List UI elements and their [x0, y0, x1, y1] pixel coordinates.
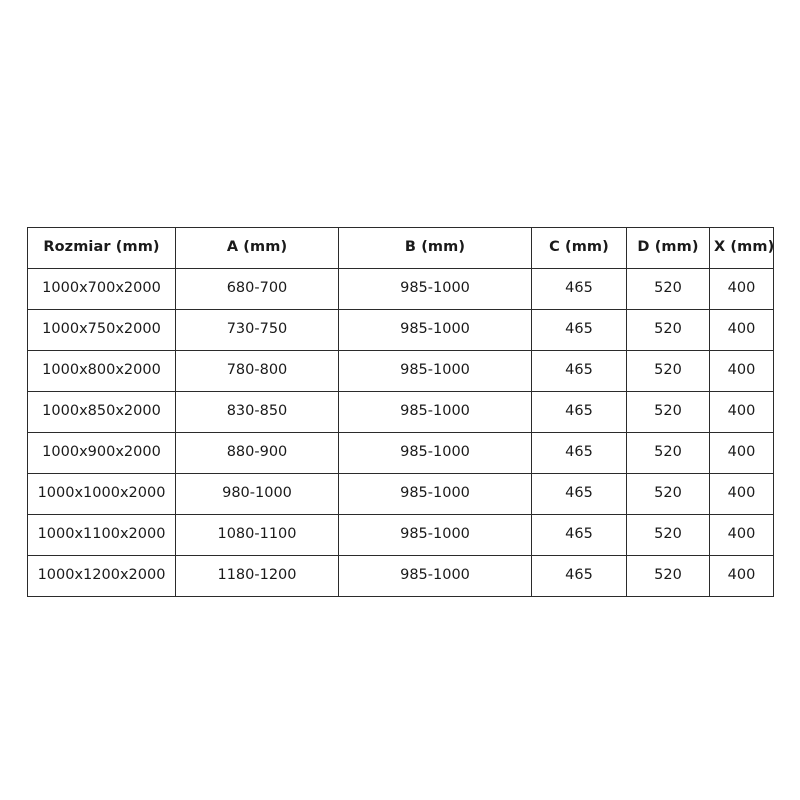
cell-b: 985-1000 — [338, 268, 532, 310]
table-row: 1000x900x2000 880-900 985-1000 465 520 4… — [27, 432, 774, 474]
cell-c: 465 — [531, 514, 627, 556]
cell-c: 465 — [531, 432, 627, 474]
table-body: 1000x700x2000 680-700 985-1000 465 520 4… — [27, 268, 774, 597]
table-header: Rozmiar (mm) A (mm) B (mm) C (mm) D (mm)… — [27, 227, 774, 269]
table-row: 1000x850x2000 830-850 985-1000 465 520 4… — [27, 391, 774, 433]
cell-b: 985-1000 — [338, 555, 532, 597]
cell-c: 465 — [531, 473, 627, 515]
cell-c: 465 — [531, 309, 627, 351]
cell-d: 520 — [626, 391, 710, 433]
cell-b: 985-1000 — [338, 391, 532, 433]
cell-c: 465 — [531, 555, 627, 597]
cell-a: 680-700 — [175, 268, 339, 310]
cell-x: 400 — [709, 514, 774, 556]
specification-table: Rozmiar (mm) A (mm) B (mm) C (mm) D (mm)… — [27, 227, 774, 597]
cell-size: 1000x1000x2000 — [27, 473, 176, 515]
table-row: 1000x800x2000 780-800 985-1000 465 520 4… — [27, 350, 774, 392]
cell-d: 520 — [626, 473, 710, 515]
cell-b: 985-1000 — [338, 350, 532, 392]
cell-x: 400 — [709, 268, 774, 310]
cell-a: 1080-1100 — [175, 514, 339, 556]
table-row: 1000x750x2000 730-750 985-1000 465 520 4… — [27, 309, 774, 351]
cell-a: 780-800 — [175, 350, 339, 392]
cell-c: 465 — [531, 391, 627, 433]
specification-table-container: Rozmiar (mm) A (mm) B (mm) C (mm) D (mm)… — [27, 227, 774, 597]
cell-d: 520 — [626, 514, 710, 556]
cell-size: 1000x800x2000 — [27, 350, 176, 392]
cell-a: 830-850 — [175, 391, 339, 433]
cell-size: 1000x700x2000 — [27, 268, 176, 310]
cell-c: 465 — [531, 350, 627, 392]
cell-size: 1000x750x2000 — [27, 309, 176, 351]
cell-b: 985-1000 — [338, 309, 532, 351]
cell-b: 985-1000 — [338, 514, 532, 556]
cell-c: 465 — [531, 268, 627, 310]
cell-size: 1000x1100x2000 — [27, 514, 176, 556]
table-row: 1000x1100x2000 1080-1100 985-1000 465 52… — [27, 514, 774, 556]
cell-x: 400 — [709, 432, 774, 474]
cell-d: 520 — [626, 555, 710, 597]
column-header-c: C (mm) — [531, 227, 627, 269]
cell-d: 520 — [626, 309, 710, 351]
cell-a: 730-750 — [175, 309, 339, 351]
column-header-x: X (mm) — [709, 227, 774, 269]
cell-a: 980-1000 — [175, 473, 339, 515]
cell-d: 520 — [626, 268, 710, 310]
cell-size: 1000x900x2000 — [27, 432, 176, 474]
cell-a: 880-900 — [175, 432, 339, 474]
column-header-b: B (mm) — [338, 227, 532, 269]
table-row: 1000x1200x2000 1180-1200 985-1000 465 52… — [27, 555, 774, 597]
cell-size: 1000x850x2000 — [27, 391, 176, 433]
cell-x: 400 — [709, 391, 774, 433]
column-header-d: D (mm) — [626, 227, 710, 269]
table-row: 1000x700x2000 680-700 985-1000 465 520 4… — [27, 268, 774, 310]
cell-x: 400 — [709, 309, 774, 351]
cell-a: 1180-1200 — [175, 555, 339, 597]
table-header-row: Rozmiar (mm) A (mm) B (mm) C (mm) D (mm)… — [27, 227, 774, 269]
column-header-a: A (mm) — [175, 227, 339, 269]
cell-size: 1000x1200x2000 — [27, 555, 176, 597]
cell-x: 400 — [709, 473, 774, 515]
cell-d: 520 — [626, 350, 710, 392]
cell-b: 985-1000 — [338, 473, 532, 515]
cell-b: 985-1000 — [338, 432, 532, 474]
column-header-size: Rozmiar (mm) — [27, 227, 176, 269]
cell-d: 520 — [626, 432, 710, 474]
cell-x: 400 — [709, 350, 774, 392]
table-row: 1000x1000x2000 980-1000 985-1000 465 520… — [27, 473, 774, 515]
cell-x: 400 — [709, 555, 774, 597]
